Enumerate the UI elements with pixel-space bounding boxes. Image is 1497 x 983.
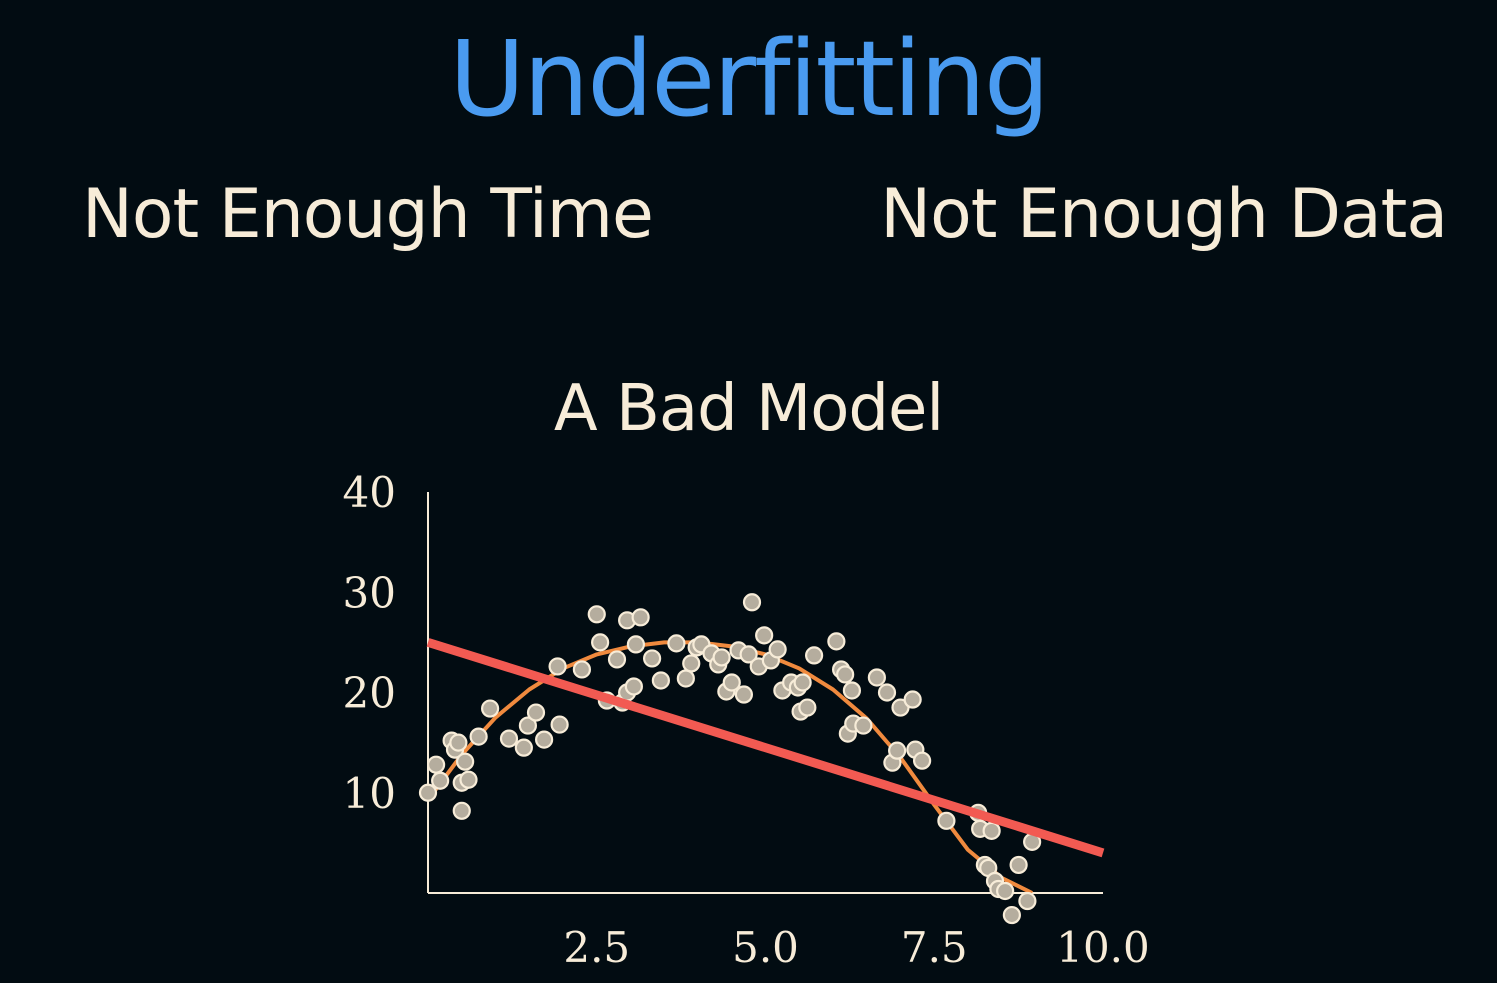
data-point bbox=[459, 770, 478, 789]
data-point bbox=[712, 648, 731, 667]
data-point bbox=[722, 673, 741, 692]
data-point bbox=[734, 685, 754, 704]
data-point bbox=[888, 741, 907, 760]
slide-title: Underfitting bbox=[449, 18, 1050, 140]
data-point bbox=[676, 669, 695, 688]
data-point bbox=[742, 593, 762, 612]
x-tick-label: 5.0 bbox=[732, 923, 799, 972]
x-tick-label: 10.0 bbox=[1056, 923, 1150, 972]
data-point bbox=[842, 681, 862, 700]
data-point bbox=[642, 649, 662, 668]
data-point bbox=[804, 646, 824, 665]
data-point bbox=[1009, 855, 1028, 875]
data-point bbox=[877, 683, 897, 702]
data-point bbox=[626, 635, 646, 654]
data-point bbox=[418, 783, 438, 802]
linear-fit-line bbox=[426, 638, 1105, 858]
data-point bbox=[449, 733, 468, 752]
data-point bbox=[572, 660, 592, 679]
data-point bbox=[937, 811, 956, 830]
data-point bbox=[982, 821, 1001, 840]
data-point bbox=[1018, 891, 1037, 911]
data-point bbox=[526, 703, 546, 722]
y-tick-label: 20 bbox=[343, 669, 396, 718]
data-point bbox=[499, 729, 519, 748]
y-tick-label: 10 bbox=[343, 769, 396, 818]
data-point bbox=[651, 671, 670, 690]
data-point bbox=[912, 751, 932, 770]
data-point bbox=[903, 690, 922, 709]
data-point bbox=[827, 632, 846, 651]
data-point bbox=[755, 626, 774, 645]
data-point bbox=[431, 771, 450, 790]
chart-title: A Bad Model bbox=[553, 372, 944, 446]
caption-right: Not Enough Data bbox=[880, 175, 1448, 254]
data-point bbox=[427, 755, 446, 774]
y-tick-label: 30 bbox=[343, 568, 396, 617]
data-point bbox=[607, 650, 627, 669]
data-point bbox=[587, 605, 606, 624]
data-point bbox=[798, 698, 817, 717]
data-point bbox=[996, 881, 1015, 901]
data-point bbox=[768, 640, 787, 659]
data-point bbox=[591, 633, 610, 652]
data-point bbox=[518, 716, 538, 735]
data-point bbox=[867, 668, 886, 687]
data-point bbox=[667, 634, 686, 653]
data-point bbox=[550, 715, 569, 734]
data-point bbox=[456, 752, 475, 771]
data-point bbox=[548, 657, 567, 676]
data-point bbox=[854, 716, 873, 735]
data-point bbox=[624, 677, 643, 696]
data-point bbox=[534, 730, 554, 749]
data-point bbox=[682, 654, 701, 673]
data-point bbox=[514, 738, 533, 757]
x-tick-label: 7.5 bbox=[901, 923, 968, 972]
data-point bbox=[469, 727, 488, 746]
data-point bbox=[739, 645, 758, 664]
data-point bbox=[1002, 905, 1021, 925]
y-tick-label: 40 bbox=[343, 468, 396, 517]
data-point bbox=[836, 665, 855, 684]
caption-left: Not Enough Time bbox=[82, 175, 654, 254]
data-point bbox=[481, 699, 500, 718]
data-point bbox=[452, 801, 471, 820]
data-point bbox=[793, 673, 812, 692]
x-tick-label: 2.5 bbox=[563, 923, 630, 972]
data-point bbox=[631, 608, 650, 627]
